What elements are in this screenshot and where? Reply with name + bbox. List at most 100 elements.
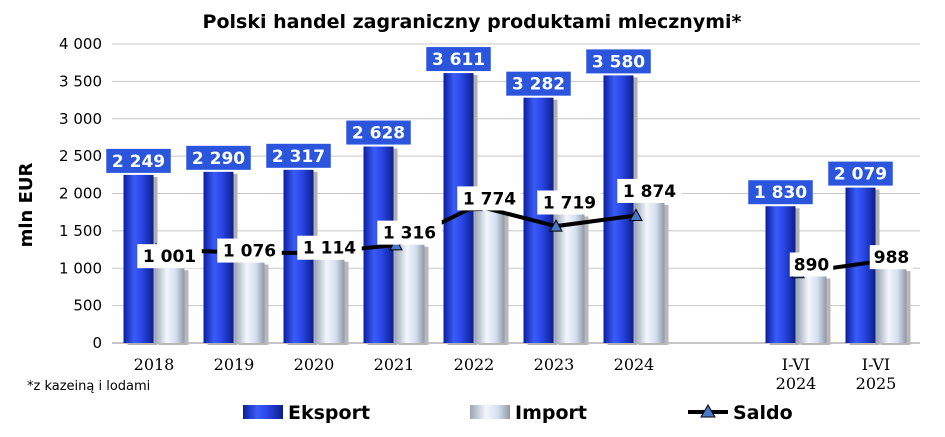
x-tick-label: I-VI [862,355,890,374]
x-tick-label: 2021 [374,355,415,374]
legend-label-import: Import [515,402,587,424]
label-import: 890 [789,252,834,277]
y-tick-label: 0 [92,334,102,352]
label-import-text: 1 719 [543,194,596,214]
label-import-box [217,238,282,263]
label-import-box [869,245,914,270]
x-tick-label: I-VI [782,355,810,374]
label-import-box [617,178,682,203]
y-tick-label: 1 000 [59,259,102,277]
data-labels: 2 249 1 001 2 290 1 076 2 317 1 114 2 628 1 316… [106,47,914,277]
x-tick-label-line2: 2025 [856,374,897,393]
y-tick-label: 3 500 [59,72,102,90]
label-eksport: 2 317 [266,143,331,168]
label-eksport-text: 2 628 [352,124,405,144]
x-tick-label: 2024 [614,355,655,374]
label-import-text: 1 774 [463,189,516,209]
label-eksport-box [266,143,331,168]
y-tick-label: 4 000 [59,35,102,53]
legend-swatch-saldo-marker [700,404,716,418]
label-import: 1 774 [457,186,522,211]
y-tick-label: 2 500 [59,147,102,165]
label-eksport-text: 2 317 [272,147,325,167]
bar-import [634,202,665,343]
label-eksport-box [586,49,651,74]
label-import-text: 1 114 [303,239,356,259]
label-eksport-box [506,71,571,96]
label-import-text: 1 001 [143,247,196,267]
x-tick-label: 2018 [134,355,175,374]
y-axis-ticks: 0 500 1 000 1 500 2 000 2 500 3 000 3 500 4 000 [59,35,102,352]
label-import-text: 890 [794,255,830,275]
label-import: 1 316 [377,220,442,245]
label-eksport-text: 2 079 [834,165,887,185]
label-import-box [137,244,202,269]
bars [123,73,911,346]
label-eksport-box [748,180,813,205]
y-tick-label: 2 000 [59,185,102,203]
chart-title: Polski handel zagraniczny produktami mle… [203,11,742,33]
bar-import [394,244,425,343]
legend-swatch-import [470,405,510,419]
label-eksport-box [426,47,491,72]
label-import: 1 719 [537,190,602,215]
label-import: 1 874 [617,178,682,203]
label-eksport-box [346,120,411,145]
legend-swatch-eksport [243,405,283,419]
bar-import [234,262,265,343]
label-eksport-text: 2 249 [112,152,165,172]
bar-eksport [603,75,634,344]
y-tick-label: 3 000 [59,110,102,128]
label-import-box [377,220,442,245]
label-eksport: 2 079 [828,161,893,186]
label-eksport-text: 3 282 [512,75,565,95]
x-tick-label: 2020 [294,355,335,374]
x-tick-label-line2: 2024 [776,374,817,393]
y-tick-label: 1 500 [59,222,102,240]
legend-item-eksport: Eksport [243,402,370,424]
saldo-point [549,219,563,232]
label-import: 1 076 [217,238,282,263]
label-eksport-text: 3 611 [432,50,485,70]
legend-item-import: Import [470,402,587,424]
label-eksport: 2 628 [346,120,411,145]
label-eksport-text: 1 830 [754,183,807,203]
label-import: 1 114 [297,235,362,260]
label-eksport-text: 2 290 [192,149,245,169]
x-axis-ticks: 2018 2019 2020 2021 2022 2023 2024 I-VI2024I-VI… [134,355,897,393]
bar-import [474,210,505,343]
label-eksport: 2 290 [186,145,251,170]
label-eksport: 3 580 [586,49,651,74]
x-tick-label: 2022 [454,355,495,374]
saldo-point [629,208,643,221]
legend-item-saldo: Saldo [688,402,793,424]
label-import-text: 988 [874,248,910,268]
bar-import [554,214,585,343]
label-import-box [537,190,602,215]
legend: Eksport Import Saldo [243,402,793,424]
label-import-box [297,235,362,260]
label-import-text: 1 076 [223,242,276,262]
label-eksport: 3 611 [426,47,491,72]
y-axis-label: mln EUR [16,162,37,247]
x-tick-label: 2019 [214,355,255,374]
bar-import [314,259,345,343]
label-eksport-text: 3 580 [592,52,645,72]
label-eksport: 2 249 [106,148,171,173]
label-import-text: 1 874 [623,182,676,202]
bar-import [876,269,907,343]
label-eksport-box [828,161,893,186]
label-eksport-box [106,148,171,173]
label-import: 1 001 [137,244,202,269]
footnote: *z kazeiną i lodami [27,379,150,394]
legend-label-eksport: Eksport [288,402,370,424]
label-eksport: 3 282 [506,71,571,96]
bar-import [154,268,185,343]
y-tick-label: 500 [73,297,102,315]
x-tick-label: 2023 [534,355,575,374]
legend-label-saldo: Saldo [733,402,793,424]
label-eksport: 1 830 [748,180,813,205]
label-import-text: 1 316 [383,224,436,244]
label-import-box [457,186,522,211]
